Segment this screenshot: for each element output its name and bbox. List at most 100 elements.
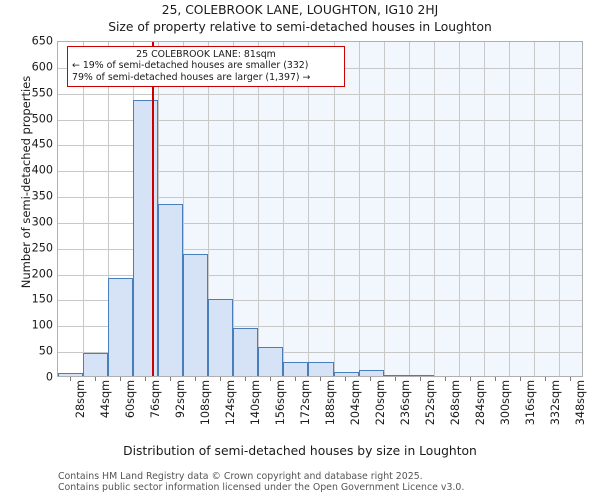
- gridline-x-10: [308, 42, 309, 376]
- y-tick-label-500: 500: [31, 112, 53, 126]
- bar-108sqm: [183, 253, 208, 376]
- bar-140sqm: [233, 328, 258, 376]
- bar-204sqm: [334, 371, 359, 376]
- gridline-x-7: [233, 42, 234, 376]
- y-tick-label-200: 200: [31, 267, 53, 281]
- x-axis-labels: 28sqm 44sqm 60sqm 76sqm 92sqm 108sqm 124sqm 140…: [57, 380, 588, 438]
- x-tick-28sqm: [69, 377, 71, 381]
- x-tick-220sqm: [370, 377, 372, 381]
- y-axis-title: Number of semi-detached properties: [19, 75, 33, 289]
- y-tick-label-400: 400: [31, 163, 53, 177]
- x-tick-172sqm: [294, 377, 296, 381]
- x-tick-316sqm: [520, 377, 522, 381]
- bar-44sqm: [83, 353, 108, 376]
- gridline-x-9: [283, 42, 284, 376]
- x-tick-label-332sqm: 332sqm: [549, 380, 563, 426]
- gridline-y-500: [58, 119, 582, 121]
- x-tick-label-204sqm: 204sqm: [349, 380, 363, 426]
- footer-line-2: Contains public sector information licen…: [58, 482, 465, 494]
- x-tick-label-76sqm: 76sqm: [148, 380, 162, 419]
- y-tick-label-50: 50: [38, 344, 53, 358]
- gridline-x-18: [509, 42, 510, 376]
- page-title: 25, COLEBROOK LANE, LOUGHTON, IG10 2HJ: [161, 3, 439, 17]
- bar-92sqm: [158, 204, 183, 376]
- gridline-x-20: [559, 42, 560, 376]
- gridline-x-12: [359, 42, 360, 376]
- gridline-x-13: [384, 42, 385, 376]
- x-tick-44sqm: [94, 377, 96, 381]
- gridline-y-350: [58, 197, 582, 199]
- histogram-plot-area: [57, 41, 583, 377]
- gridline-y-150: [58, 300, 582, 302]
- x-tick-label-28sqm: 28sqm: [73, 380, 87, 419]
- annotation-line-3: 79% of semi-detached houses are larger (…: [72, 71, 311, 83]
- gridline-x-14: [409, 42, 410, 376]
- annotation-line-1: 25 COLEBROOK LANE: 81sqm: [136, 49, 276, 60]
- x-tick-204sqm: [345, 377, 347, 381]
- x-tick-label-124sqm: 124sqm: [223, 380, 237, 426]
- x-tick-label-284sqm: 284sqm: [474, 380, 488, 426]
- gridline-x-6: [208, 42, 209, 376]
- x-tick-124sqm: [219, 377, 221, 381]
- y-tick-label-300: 300: [31, 215, 53, 229]
- bar-188sqm: [308, 362, 334, 376]
- gridline-y-400: [58, 171, 582, 173]
- x-tick-92sqm: [169, 377, 171, 381]
- x-tick-label-172sqm: 172sqm: [298, 380, 312, 426]
- gridline-x-11: [334, 42, 335, 376]
- bar-156sqm: [258, 346, 283, 376]
- x-tick-label-156sqm: 156sqm: [273, 380, 287, 426]
- y-tick-label-650: 650: [31, 34, 53, 48]
- x-tick-188sqm: [320, 377, 321, 381]
- bar-124sqm: [208, 299, 233, 376]
- gridline-y-50: [58, 352, 582, 354]
- y-tick-label-350: 350: [31, 189, 53, 203]
- x-axis-title: Distribution of semi-detached houses by …: [123, 444, 477, 458]
- page-subtitle: Size of property relative to semi-detach…: [108, 20, 492, 34]
- x-tick-label-252sqm: 252sqm: [424, 380, 438, 426]
- gridline-y-550: [58, 93, 582, 95]
- x-tick-284sqm: [470, 377, 472, 381]
- y-tick-label-550: 550: [31, 86, 53, 100]
- gridline-x-15: [434, 42, 435, 376]
- x-tick-332sqm: [545, 377, 547, 381]
- x-tick-label-60sqm: 60sqm: [123, 380, 137, 419]
- gridline-y-100: [58, 326, 582, 328]
- x-tick-label-316sqm: 316sqm: [524, 380, 538, 426]
- footer-line-1: Contains HM Land Registry data © Crown c…: [58, 471, 423, 482]
- annotation-line-2: ← 19% of semi-detached houses are smalle…: [72, 60, 309, 72]
- y-tick-label-0: 0: [45, 370, 53, 384]
- x-tick-label-44sqm: 44sqm: [98, 380, 112, 419]
- x-tick-252sqm: [420, 377, 422, 381]
- y-tick-label-450: 450: [31, 137, 53, 151]
- bar-172sqm: [283, 362, 308, 376]
- bar-28sqm: [58, 372, 83, 376]
- y-tick-label-150: 150: [31, 292, 53, 306]
- y-tick-label-250: 250: [31, 241, 53, 255]
- x-tick-268sqm: [445, 377, 447, 381]
- bar-252sqm: [409, 375, 434, 376]
- gridline-x-17: [484, 42, 485, 376]
- x-tick-156sqm: [269, 377, 271, 381]
- y-axis-labels: 0 50 100 150 200 250 300 350 400 450 500 550 600 650: [0, 35, 53, 384]
- x-tick-label-348sqm: 348sqm: [574, 380, 588, 426]
- y-tick-label-100: 100: [31, 318, 53, 332]
- x-tick-60sqm: [119, 377, 121, 381]
- x-tick-label-300sqm: 300sqm: [499, 380, 513, 426]
- bar-60sqm: [108, 277, 133, 376]
- x-tick-label-188sqm: 188sqm: [324, 380, 337, 426]
- gridline-x-8: [258, 42, 259, 376]
- gridline-x-5: [183, 42, 184, 376]
- x-tick-236sqm: [395, 377, 397, 381]
- x-tick-label-92sqm: 92sqm: [173, 380, 187, 419]
- gridline-x-19: [534, 42, 535, 376]
- x-tick-label-220sqm: 220sqm: [374, 380, 388, 426]
- bar-220sqm: [359, 370, 384, 376]
- x-tick-348sqm: [570, 377, 572, 381]
- gridline-x-16: [459, 42, 460, 376]
- gridline-x-1: [83, 42, 84, 376]
- gridline-x-2: [108, 42, 109, 376]
- x-tick-108sqm: [194, 377, 196, 381]
- x-tick-label-236sqm: 236sqm: [399, 380, 413, 426]
- gridline-y-200: [58, 274, 582, 276]
